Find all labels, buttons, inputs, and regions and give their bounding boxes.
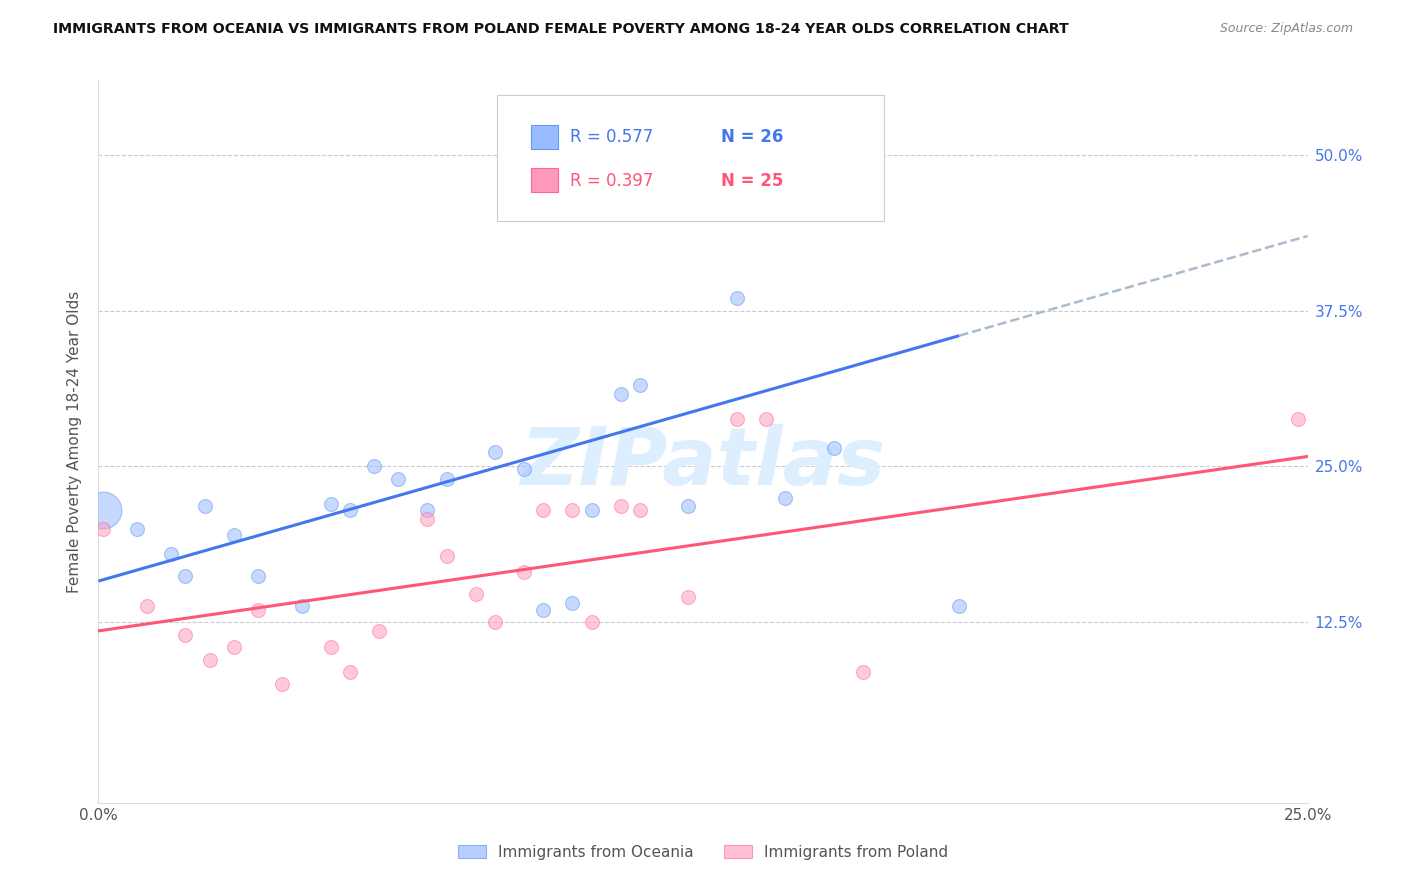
- Text: IMMIGRANTS FROM OCEANIA VS IMMIGRANTS FROM POLAND FEMALE POVERTY AMONG 18-24 YEA: IMMIGRANTS FROM OCEANIA VS IMMIGRANTS FR…: [53, 22, 1069, 37]
- Point: [271, 677, 294, 691]
- Point: [339, 503, 361, 517]
- Point: [135, 599, 157, 613]
- Point: [484, 444, 506, 458]
- Legend: Immigrants from Oceania, Immigrants from Poland: Immigrants from Oceania, Immigrants from…: [450, 837, 956, 867]
- Point: [948, 599, 970, 613]
- Text: N = 25: N = 25: [721, 172, 783, 190]
- Point: [416, 503, 439, 517]
- FancyBboxPatch shape: [531, 125, 558, 149]
- Text: Source: ZipAtlas.com: Source: ZipAtlas.com: [1219, 22, 1353, 36]
- Point: [319, 640, 342, 654]
- Point: [513, 462, 536, 476]
- Point: [319, 497, 342, 511]
- Text: ZIPatlas: ZIPatlas: [520, 425, 886, 502]
- Point: [222, 640, 245, 654]
- Text: N = 26: N = 26: [721, 128, 783, 145]
- Point: [773, 491, 796, 505]
- Point: [436, 549, 458, 563]
- Point: [725, 291, 748, 305]
- Point: [678, 591, 700, 605]
- Point: [194, 500, 217, 514]
- Point: [484, 615, 506, 630]
- Point: [160, 547, 183, 561]
- Point: [91, 503, 114, 517]
- Point: [222, 528, 245, 542]
- Point: [725, 412, 748, 426]
- Point: [755, 412, 778, 426]
- Point: [91, 522, 114, 536]
- Point: [387, 472, 409, 486]
- Point: [127, 522, 149, 536]
- Point: [561, 503, 583, 517]
- Point: [513, 566, 536, 580]
- Text: R = 0.397: R = 0.397: [569, 172, 654, 190]
- Point: [464, 586, 486, 600]
- Point: [174, 627, 197, 641]
- Point: [628, 503, 651, 517]
- Point: [247, 569, 270, 583]
- Point: [531, 503, 554, 517]
- Point: [561, 597, 583, 611]
- Point: [368, 624, 391, 638]
- Y-axis label: Female Poverty Among 18-24 Year Olds: Female Poverty Among 18-24 Year Olds: [67, 291, 83, 592]
- Point: [581, 503, 603, 517]
- Point: [628, 378, 651, 392]
- Point: [290, 599, 312, 613]
- Point: [247, 603, 270, 617]
- Point: [531, 603, 554, 617]
- Point: [610, 387, 633, 401]
- Text: R = 0.577: R = 0.577: [569, 128, 654, 145]
- Point: [363, 459, 385, 474]
- Point: [852, 665, 875, 679]
- Point: [339, 665, 361, 679]
- Point: [610, 500, 633, 514]
- Point: [416, 512, 439, 526]
- Point: [823, 441, 845, 455]
- Point: [436, 472, 458, 486]
- Point: [1286, 412, 1309, 426]
- FancyBboxPatch shape: [531, 169, 558, 193]
- Point: [581, 615, 603, 630]
- Point: [198, 652, 221, 666]
- Point: [678, 500, 700, 514]
- FancyBboxPatch shape: [498, 95, 884, 221]
- Point: [174, 569, 197, 583]
